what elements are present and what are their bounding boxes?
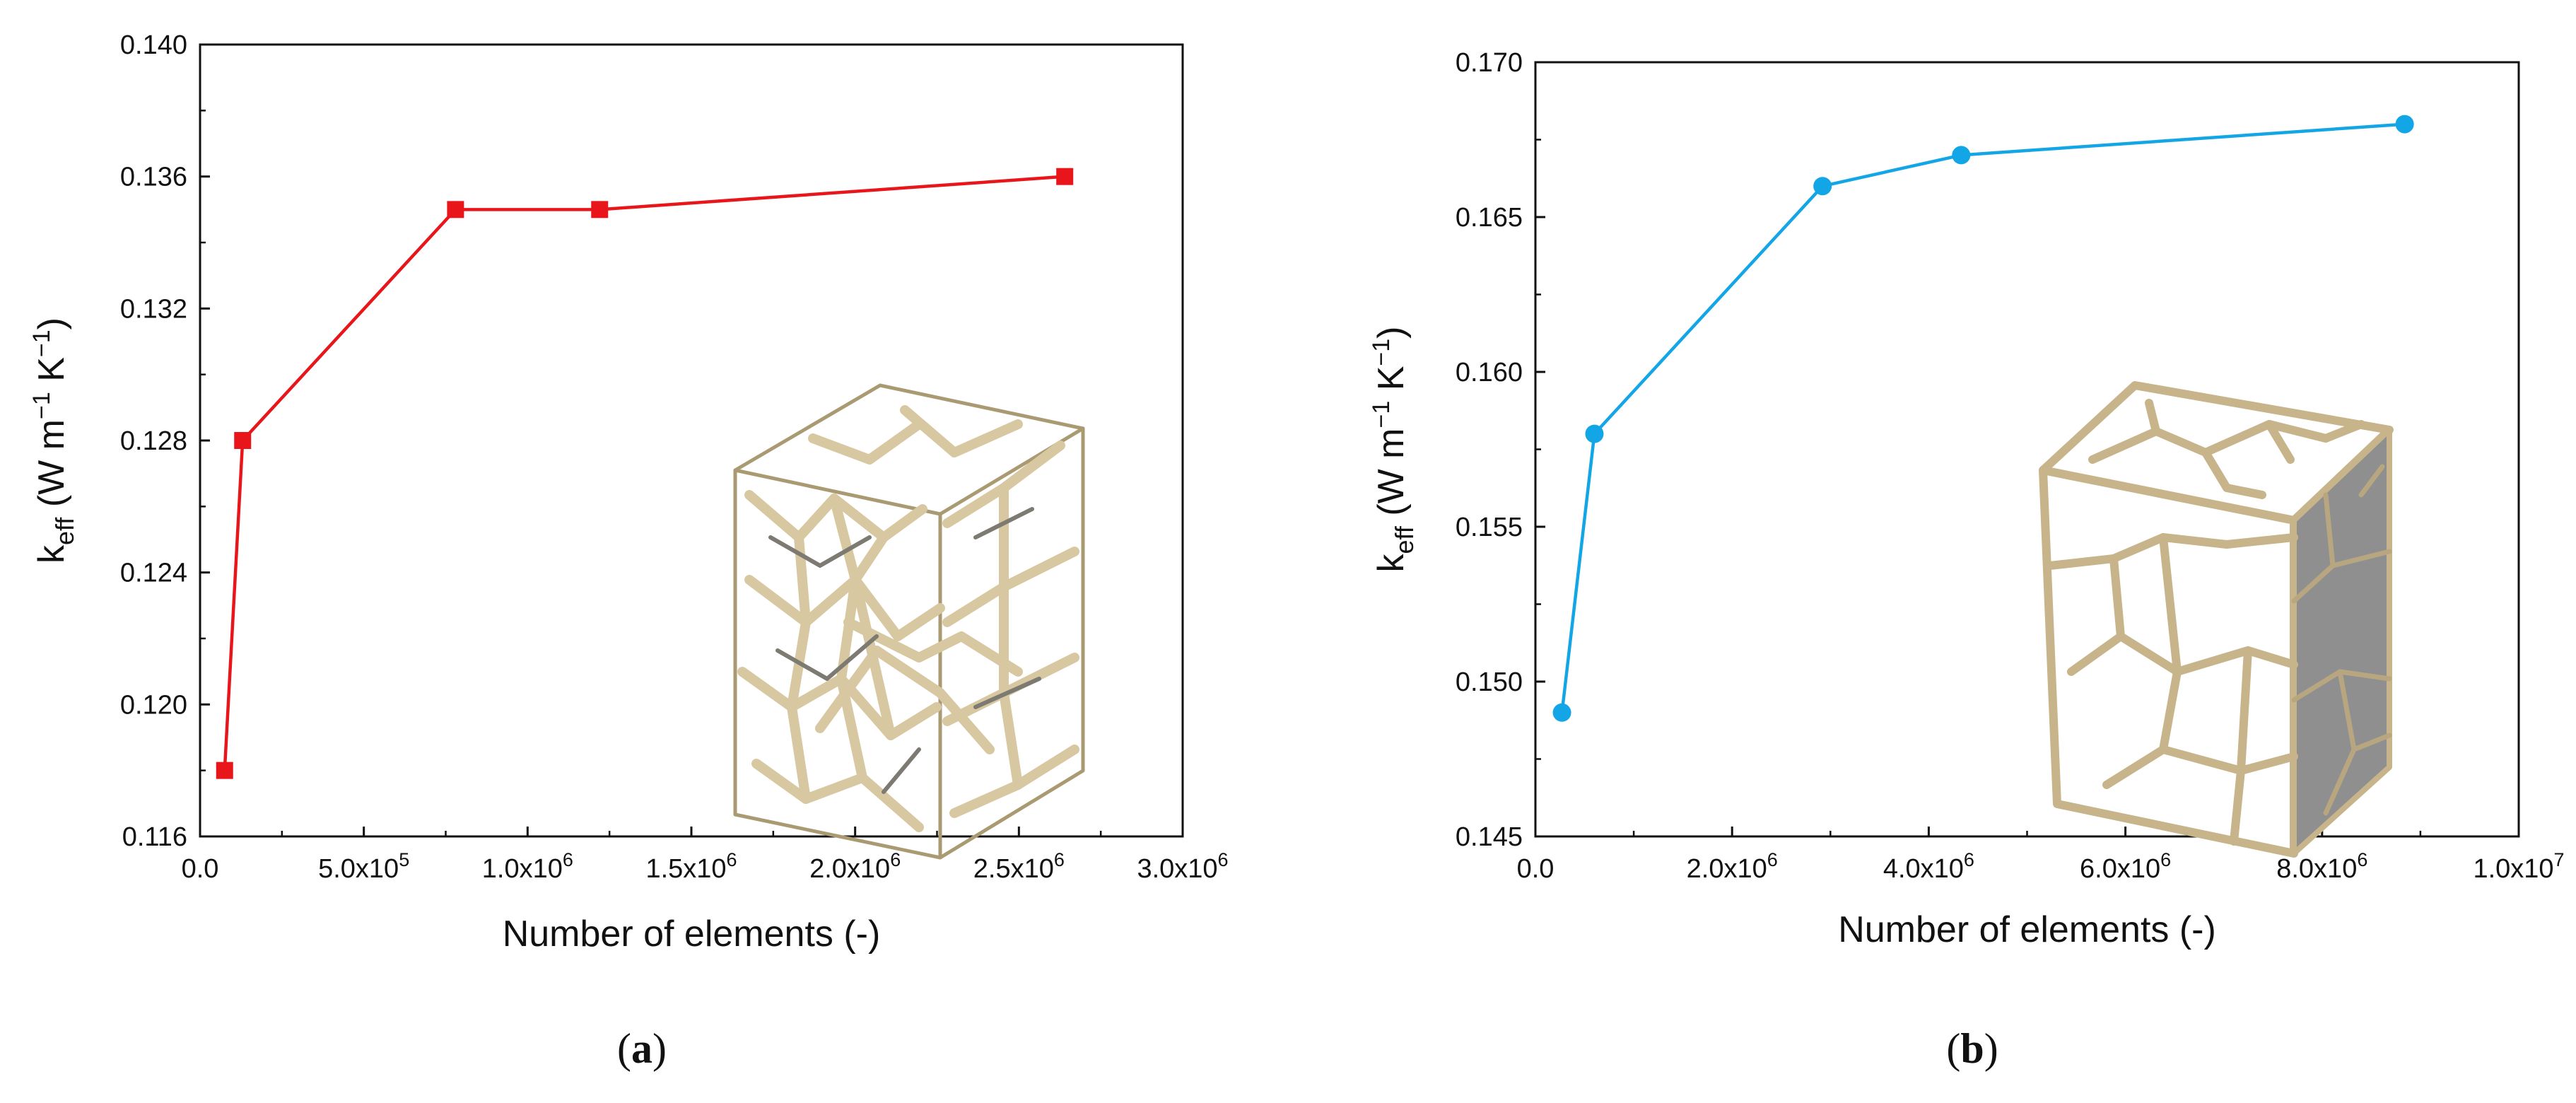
y-tick-label: 0.145 (1456, 822, 1523, 852)
x-tick-label: 8.0x106 (2276, 849, 2367, 884)
x-tick-label: 0.0 (1517, 854, 1555, 884)
chart-a: 0.0 5.0x105 1.0x106 1.5x106 2.0x106 2.5x106 3.… (28, 30, 1229, 1072)
x-tick-label: 2.5x106 (973, 849, 1065, 884)
chart-b: 0.0 2.0x106 4.0x106 6.0x106 8.0x106 1.0x107 0.… (1368, 48, 2565, 1072)
y-tick-label: 0.165 (1456, 203, 1523, 233)
x-tick-label: 1.0x107 (2473, 849, 2564, 884)
data-point (1952, 146, 1971, 165)
x-tick-label: 6.0x106 (2080, 849, 2171, 884)
y-tick-label: 0.136 (120, 163, 187, 192)
data-point (447, 201, 464, 218)
x-tick-label: 0.0 (182, 854, 219, 884)
x-tick-label: 3.0x106 (1137, 849, 1228, 884)
x-tick-label: 5.0x105 (318, 849, 409, 884)
y-tick-label: 0.132 (120, 294, 187, 324)
y-tick-label: 0.150 (1456, 667, 1523, 697)
y-tick-label: 0.120 (120, 690, 187, 720)
x-axis-label: Number of elements (-) (1838, 909, 2216, 950)
y-tick-label: 0.160 (1456, 358, 1523, 387)
data-point (1813, 177, 1832, 196)
y-tick-label: 0.124 (120, 559, 187, 588)
closed-cell-foam-inset (2039, 381, 2394, 858)
data-point (1056, 168, 1074, 185)
y-tick-label: 0.128 (120, 426, 187, 456)
data-point (1585, 424, 1604, 443)
x-tick-label: 1.0x106 (482, 849, 573, 884)
panel-label: (b) (1946, 1025, 1998, 1072)
data-point (591, 201, 609, 218)
data-point (234, 432, 252, 449)
panel-label: (a) (617, 1025, 667, 1072)
y-tick-label: 0.170 (1456, 48, 1523, 78)
plot-frame (199, 43, 1184, 838)
x-axis-label: Number of elements (-) (503, 914, 881, 955)
x-tick-label: 1.5x106 (645, 849, 737, 884)
x-tick-label: 4.0x106 (1883, 849, 1974, 884)
data-point (216, 761, 233, 779)
data-point (1552, 703, 1571, 722)
x-tick-label: 2.0x106 (1687, 849, 1778, 884)
y-tick-label: 0.116 (122, 822, 187, 852)
y-axis-label: keff (W m−1 K−1) (28, 317, 79, 564)
y-tick-label: 0.140 (120, 30, 187, 60)
open-cell-foam-inset (733, 383, 1085, 860)
data-point (2395, 115, 2414, 134)
y-tick-label: 0.155 (1456, 513, 1523, 542)
y-axis-label: keff (W m−1 K−1) (1368, 327, 1419, 573)
x-tick-label: 2.0x106 (809, 849, 901, 884)
